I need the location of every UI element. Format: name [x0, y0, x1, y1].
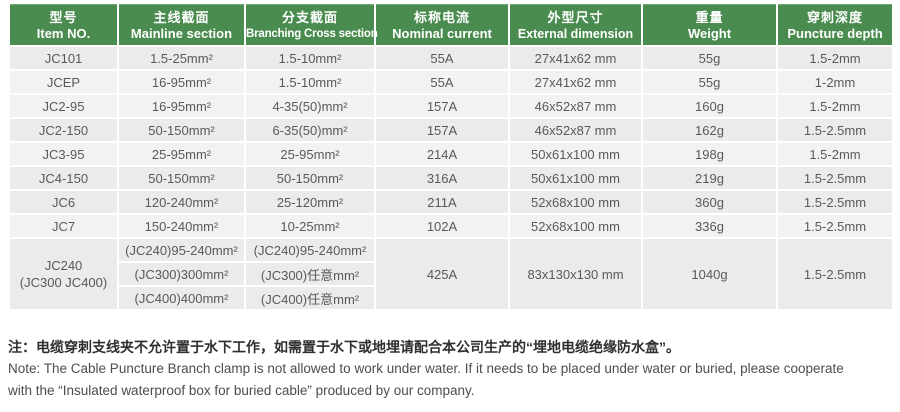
cell-branching: (JC240)95-240mm²	[244, 237, 376, 263]
cell-branching: 50-150mm²	[244, 165, 376, 191]
cell-item-no: JC4-150	[8, 165, 119, 191]
table-row-jc6: JC6 120-240mm² 25-120mm² 211A 52x68x100 …	[8, 189, 894, 215]
header-row: 型号 Item NO. 主线截面 Mainline section 分支截面 Bran…	[8, 4, 894, 47]
cell-current: 214A	[374, 141, 510, 167]
cell-mainline: 1.5-25mm²	[117, 45, 246, 71]
cell-item-no: JC2-95	[8, 93, 119, 119]
cell-dimension: 52x68x100 mm	[508, 189, 643, 215]
table-row-jc4-150: JC4-150 50-150mm² 50-150mm² 316A 50x61x1…	[8, 165, 894, 191]
cell-mainline: 16-95mm²	[117, 93, 246, 119]
table-row-jc2-150: JC2-150 50-150mm² 6-35(50)mm² 157A 46x52…	[8, 117, 894, 143]
cell-branching: 4-35(50)mm²	[244, 93, 376, 119]
cell-branching: 1.5-10mm²	[244, 69, 376, 95]
cell-branching: (JC400)任意mm²	[244, 285, 376, 311]
cell-dimension: 52x68x100 mm	[508, 213, 643, 239]
table-row-jc2-95: JC2-95 16-95mm² 4-35(50)mm² 157A 46x52x8…	[8, 93, 894, 119]
cell-dimension: 46x52x87 mm	[508, 93, 643, 119]
cell-weight-jc240: 1040g	[641, 237, 778, 311]
note-chinese: 注：电缆穿刺支线夹不允许置于水下工作，如需置于水下或地埋请配合本公司生产的“埋地…	[8, 339, 680, 355]
header-mainline-section: 主线截面 Mainline section	[117, 4, 246, 47]
cell-current: 157A	[374, 93, 510, 119]
jc240-line1: JC240	[44, 258, 83, 273]
cell-weight: 160g	[641, 93, 778, 119]
cell-mainline: 50-150mm²	[117, 117, 246, 143]
cell-item-no: JC6	[8, 189, 119, 215]
cell-mainline: 25-95mm²	[117, 141, 246, 167]
spec-table: 型号 Item NO. 主线截面 Mainline section 分支截面 Bran…	[8, 4, 894, 311]
header-item-no: 型号 Item NO.	[8, 4, 119, 47]
cell-current: 211A	[374, 189, 510, 215]
cell-branching: 25-120mm²	[244, 189, 376, 215]
note-english-line1: Note: The Cable Puncture Branch clamp is…	[8, 361, 844, 376]
cell-branching: 6-35(50)mm²	[244, 117, 376, 143]
cell-dimension-jc240: 83x130x130 mm	[508, 237, 643, 311]
cell-mainline: (JC240)95-240mm²	[117, 237, 246, 263]
cell-dimension: 27x41x62 mm	[508, 69, 643, 95]
cell-weight: 198g	[641, 141, 778, 167]
cell-current-jc240: 425A	[374, 237, 510, 311]
table-row-jc240-sub2: (JC300)300mm² (JC300)任意mm²	[9, 261, 893, 287]
footnotes: 注：电缆穿刺支线夹不允许置于水下工作，如需置于水下或地埋请配合本公司生产的“埋地…	[8, 336, 894, 402]
cell-depth: 1.5-2mm	[776, 93, 894, 119]
cell-weight: 162g	[641, 117, 778, 143]
cell-branching: 25-95mm²	[244, 141, 376, 167]
cell-dimension: 50x61x100 mm	[508, 165, 643, 191]
cell-mainline: 16-95mm²	[117, 69, 246, 95]
cell-depth: 1.5-2.5mm	[776, 189, 894, 215]
cell-dimension: 27x41x62 mm	[508, 45, 643, 71]
header-branching-section: 分支截面 Branching Cross section	[244, 4, 378, 47]
header-weight: 重量 Weight	[641, 4, 778, 47]
cell-branching: 1.5-10mm²	[244, 45, 376, 71]
header-puncture-depth: 穿刺深度 Puncture depth	[776, 4, 894, 47]
cell-item-no: JC101	[8, 45, 119, 71]
cell-depth: 1.5-2mm	[776, 45, 894, 71]
header-nominal-current: 标称电流 Nominal current	[374, 4, 510, 47]
cell-mainline: (JC400)400mm²	[117, 285, 246, 311]
cell-branching: 10-25mm²	[244, 213, 376, 239]
cell-current: 55A	[374, 45, 510, 71]
cell-branching: (JC300)任意mm²	[244, 261, 376, 287]
table-row-jc7: JC7 150-240mm² 10-25mm² 102A 52x68x100 m…	[8, 213, 894, 239]
cell-mainline: 50-150mm²	[117, 165, 246, 191]
cell-depth-jc240: 1.5-2.5mm	[776, 237, 894, 311]
cell-depth: 1.5-2mm	[776, 141, 894, 167]
cell-item-no-jc240: JC240 (JC300 JC400)	[8, 237, 119, 311]
cell-weight: 55g	[641, 69, 778, 95]
cell-item-no: JC2-150	[8, 117, 119, 143]
cell-depth: 1.5-2.5mm	[776, 117, 894, 143]
cell-mainline: 150-240mm²	[117, 213, 246, 239]
cell-depth: 1.5-2.5mm	[776, 165, 894, 191]
cell-depth: 1.5-2.5mm	[776, 213, 894, 239]
cell-item-no: JC3-95	[8, 141, 119, 167]
cell-dimension: 46x52x87 mm	[508, 117, 643, 143]
cell-item-no: JC7	[8, 213, 119, 239]
jc240-line2: (JC300 JC400)	[19, 275, 108, 290]
header-external-dimension: 外型尺寸 External dimension	[508, 4, 643, 47]
table-row-jc3-95: JC3-95 25-95mm² 25-95mm² 214A 50x61x100 …	[8, 141, 894, 167]
cell-current: 102A	[374, 213, 510, 239]
cell-current: 55A	[374, 69, 510, 95]
table-row-jc240-sub3: (JC400)400mm² (JC400)任意mm²	[9, 285, 893, 311]
table-row-jc101: JC101 1.5-25mm² 1.5-10mm² 55A 27x41x62 m…	[8, 45, 894, 71]
cell-weight: 219g	[641, 165, 778, 191]
cell-weight: 336g	[641, 213, 778, 239]
cell-weight: 360g	[641, 189, 778, 215]
table-row-jc240-sub1: JC240 (JC300 JC400) (JC240)95-240mm² (JC…	[8, 237, 894, 311]
cell-current: 157A	[374, 117, 510, 143]
cell-mainline: 120-240mm²	[117, 189, 246, 215]
table-row-jcep: JCEP 16-95mm² 1.5-10mm² 55A 27x41x62 mm …	[8, 69, 894, 95]
cell-mainline: (JC300)300mm²	[117, 261, 246, 287]
cell-depth: 1-2mm	[776, 69, 894, 95]
cell-current: 316A	[374, 165, 510, 191]
cell-weight: 55g	[641, 45, 778, 71]
cell-dimension: 50x61x100 mm	[508, 141, 643, 167]
cell-item-no: JCEP	[8, 69, 119, 95]
note-english-line2: with the “Insulated waterproof box for b…	[8, 383, 475, 398]
